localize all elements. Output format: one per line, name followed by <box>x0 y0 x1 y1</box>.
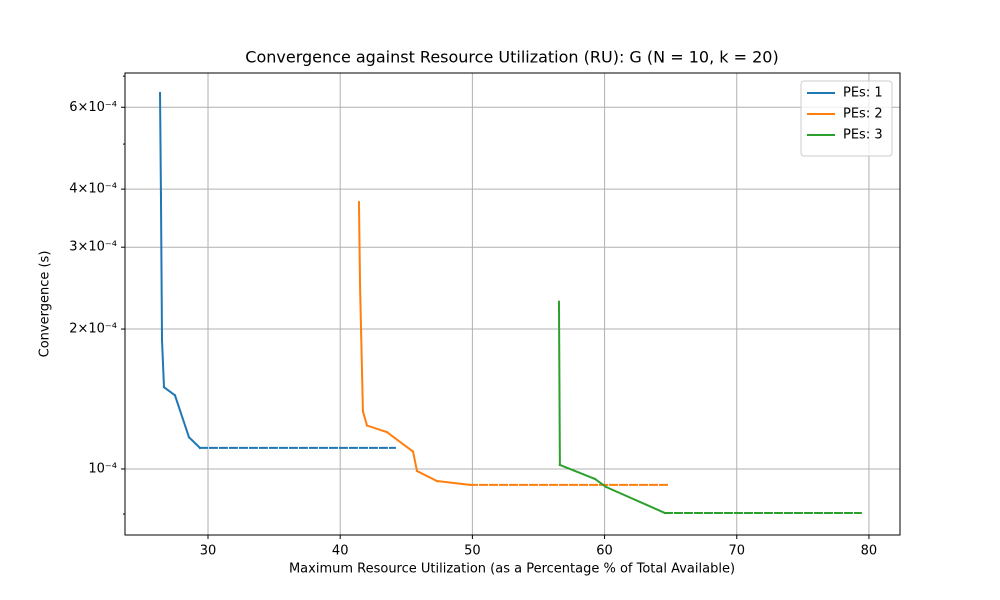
legend-label: PEs: 3 <box>843 128 883 143</box>
line-segment <box>159 91 162 197</box>
x-tick-label: 30 <box>200 544 217 559</box>
line-segment <box>160 339 166 389</box>
x-tick-label: 80 <box>861 544 878 559</box>
chart-title: Convergence against Resource Utilization… <box>245 48 778 67</box>
x-tick-label: 50 <box>464 544 481 559</box>
line-segment <box>162 385 177 397</box>
plot-frame <box>124 72 901 536</box>
y-axis-label: Convergence (s) <box>38 251 53 358</box>
x-axis-label: Maximum Resource Utilization (as a Perce… <box>289 562 735 577</box>
line-segment <box>365 424 389 434</box>
legend-label: PEs: 2 <box>843 107 883 122</box>
line-segment <box>361 410 369 427</box>
line-segment <box>415 469 439 483</box>
line-segment <box>593 477 608 489</box>
line-segment <box>604 485 667 515</box>
line-segment <box>173 394 191 439</box>
y-tick-label: 10⁻⁴ <box>88 461 117 476</box>
line-segment <box>385 430 415 453</box>
line-segment <box>359 283 364 413</box>
y-tick-label: 3×10⁻⁴ <box>69 240 117 255</box>
grid <box>125 73 900 535</box>
legend-box <box>800 80 893 157</box>
y-tick-label: 6×10⁻⁴ <box>69 100 117 115</box>
x-tick-label: 40 <box>332 544 349 559</box>
line-segment <box>557 300 561 466</box>
line-segment <box>411 450 419 473</box>
line-segment <box>159 194 164 342</box>
legend-label: PEs: 1 <box>843 86 883 101</box>
line-segment <box>187 435 202 450</box>
y-tick-label: 4×10⁻⁴ <box>69 182 117 197</box>
line-segment <box>357 201 362 286</box>
y-tick-label: 2×10⁻⁴ <box>69 322 117 337</box>
x-tick-label: 70 <box>728 544 745 559</box>
line-segment <box>435 479 472 487</box>
x-tick-label: 60 <box>596 544 613 559</box>
line-segment <box>558 463 597 481</box>
